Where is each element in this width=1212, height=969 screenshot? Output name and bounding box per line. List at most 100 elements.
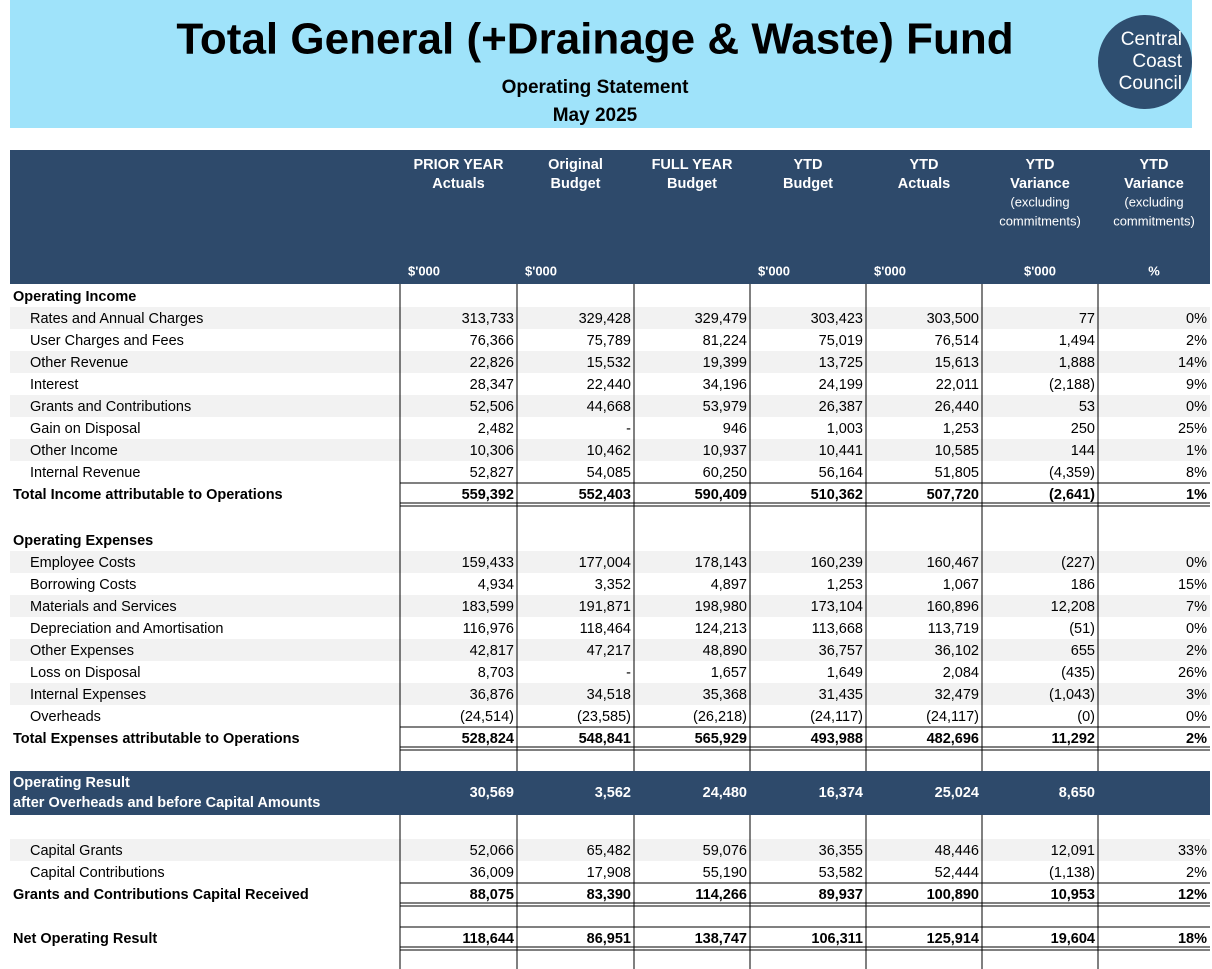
cell-value: 10,585 bbox=[935, 443, 979, 459]
cell-value: 59,076 bbox=[703, 843, 747, 859]
row-shade bbox=[10, 595, 1210, 617]
cell-value: 507,720 bbox=[927, 487, 979, 503]
row-label: Materials and Services bbox=[30, 599, 177, 615]
total-label: Net Operating Result bbox=[13, 931, 157, 947]
column-header: YTD bbox=[1026, 157, 1055, 173]
cell-value: 548,841 bbox=[579, 731, 631, 747]
cell-value: 11,292 bbox=[1051, 731, 1095, 747]
cell-value: 1,067 bbox=[943, 577, 979, 593]
cell-value: 552,403 bbox=[579, 487, 631, 503]
cell-value: 44,668 bbox=[587, 399, 631, 415]
row-shade bbox=[10, 395, 1210, 417]
cell-value: 106,311 bbox=[811, 931, 863, 947]
column-header: Original bbox=[548, 157, 603, 173]
cell-value: 33% bbox=[1178, 843, 1207, 859]
cell-value: 482,696 bbox=[927, 731, 979, 747]
cell-value: 173,104 bbox=[811, 599, 863, 615]
row-label: Borrowing Costs bbox=[30, 577, 136, 593]
column-header: PRIOR YEAR bbox=[414, 157, 505, 173]
cell-value: (0) bbox=[1077, 709, 1095, 725]
total-label: Total Expenses attributable to Operation… bbox=[13, 731, 300, 747]
row-label: Grants and Contributions bbox=[30, 399, 191, 415]
cell-value: 493,988 bbox=[811, 731, 863, 747]
cell-value: (24,514) bbox=[460, 709, 514, 725]
row-label: Other Revenue bbox=[30, 355, 128, 371]
cell-value: 2,084 bbox=[943, 665, 979, 681]
row-shade bbox=[10, 351, 1210, 373]
cell-value: 528,824 bbox=[462, 731, 514, 747]
cell-value: 83,390 bbox=[587, 887, 631, 903]
cell-value: 76,514 bbox=[935, 333, 979, 349]
cell-value: 138,747 bbox=[695, 931, 747, 947]
cell-value: 118,644 bbox=[462, 931, 514, 947]
cell-value: (2,188) bbox=[1049, 377, 1095, 393]
cell-value: 0% bbox=[1186, 555, 1207, 571]
cell-value: 7% bbox=[1186, 599, 1207, 615]
cell-value: 24,480 bbox=[703, 785, 747, 801]
cell-value: 26,387 bbox=[819, 399, 863, 415]
row-label: Other Income bbox=[30, 443, 118, 459]
cell-value: 559,392 bbox=[462, 487, 514, 503]
row-label: Employee Costs bbox=[30, 555, 136, 571]
banner bbox=[10, 0, 1192, 128]
cell-value: (1,043) bbox=[1049, 687, 1095, 703]
cell-value: 55,190 bbox=[703, 865, 747, 881]
column-header: Actuals bbox=[898, 176, 950, 192]
cell-value: 510,362 bbox=[811, 487, 863, 503]
row-shade bbox=[10, 683, 1210, 705]
cell-value: 113,668 bbox=[812, 621, 863, 637]
cell-value: 89,937 bbox=[819, 887, 863, 903]
section-heading: Operating Expenses bbox=[13, 533, 153, 549]
cell-value: - bbox=[626, 665, 631, 681]
cell-value: 0% bbox=[1186, 709, 1207, 725]
cell-value: 178,143 bbox=[695, 555, 747, 571]
logo bbox=[1098, 15, 1192, 109]
cell-value: 17,908 bbox=[587, 865, 631, 881]
cell-value: 77 bbox=[1079, 311, 1095, 327]
unit-label: $'000 bbox=[408, 263, 440, 278]
cell-value: 1,657 bbox=[711, 665, 747, 681]
row-label: User Charges and Fees bbox=[30, 333, 184, 349]
cell-value: 100,890 bbox=[927, 887, 979, 903]
row-label: Interest bbox=[30, 377, 78, 393]
cell-value: 0% bbox=[1186, 621, 1207, 637]
cell-value: 329,428 bbox=[579, 311, 631, 327]
cell-value: 19,399 bbox=[703, 355, 747, 371]
cell-value: - bbox=[626, 421, 631, 437]
title: Total General (+Drainage & Waste) Fund bbox=[176, 15, 1013, 64]
cell-value: 14% bbox=[1178, 355, 1207, 371]
cell-value: 8,650 bbox=[1059, 785, 1095, 801]
row-label: Capital Contributions bbox=[30, 865, 165, 881]
cell-value: 2% bbox=[1186, 865, 1207, 881]
cell-value: 30,569 bbox=[470, 785, 514, 801]
cell-value: 946 bbox=[723, 421, 747, 437]
unit-label: $'000 bbox=[1024, 263, 1056, 278]
cell-value: 22,826 bbox=[470, 355, 514, 371]
cell-value: 32,479 bbox=[935, 687, 979, 703]
cell-value: 160,239 bbox=[811, 555, 863, 571]
cell-value: (24,117) bbox=[810, 709, 863, 725]
column-header: commitments) bbox=[1113, 213, 1195, 228]
row-label: Gain on Disposal bbox=[30, 421, 140, 437]
result-label: Operating Result bbox=[13, 775, 130, 791]
cell-value: 81,224 bbox=[703, 333, 747, 349]
cell-value: 144 bbox=[1071, 443, 1095, 459]
cell-value: 36,876 bbox=[470, 687, 514, 703]
column-header: commitments) bbox=[999, 213, 1081, 228]
logo-text: Central bbox=[1121, 29, 1182, 50]
cell-value: 22,011 bbox=[936, 377, 979, 393]
cell-value: 12,091 bbox=[1051, 843, 1095, 859]
cell-value: (227) bbox=[1061, 555, 1095, 571]
cell-value: 183,599 bbox=[462, 599, 514, 615]
cell-value: 47,217 bbox=[587, 643, 631, 659]
cell-value: 1% bbox=[1186, 487, 1207, 503]
cell-value: (24,117) bbox=[926, 709, 979, 725]
cell-value: 12,208 bbox=[1051, 599, 1095, 615]
cell-value: 10,441 bbox=[819, 443, 863, 459]
cell-value: 54,085 bbox=[587, 465, 631, 481]
column-header: YTD bbox=[1140, 157, 1169, 173]
cell-value: 25% bbox=[1178, 421, 1207, 437]
cell-value: 28,347 bbox=[470, 377, 514, 393]
cell-value: 52,827 bbox=[470, 465, 514, 481]
cell-value: 48,446 bbox=[935, 843, 979, 859]
